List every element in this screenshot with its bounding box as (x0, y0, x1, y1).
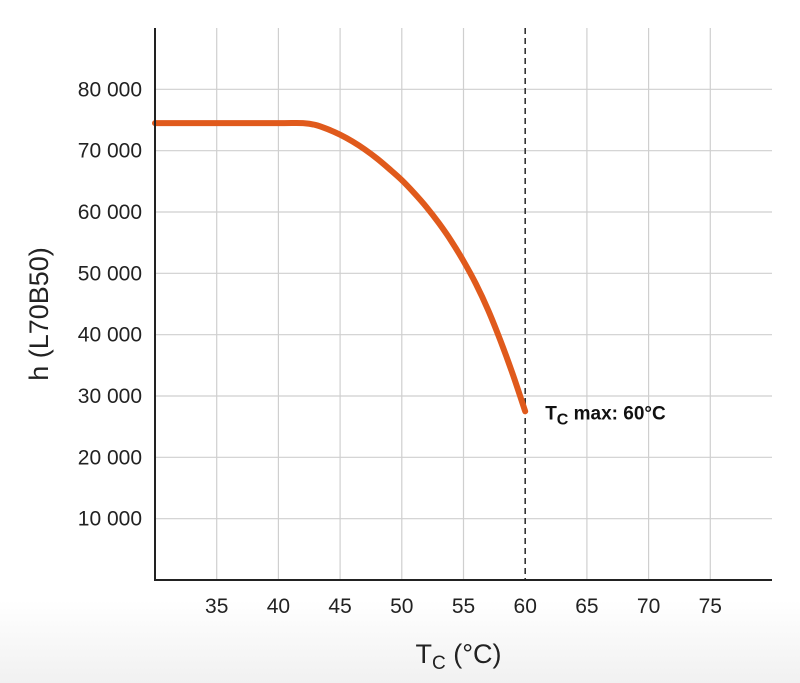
x-tick-label-60: 60 (514, 595, 537, 618)
y-tick-label-40000: 40 000 (78, 324, 142, 347)
x-axis-label-unit: (°C) (446, 639, 502, 669)
lifetime-curve (152, 119, 529, 415)
x-tick-label-65: 65 (575, 595, 598, 618)
y-tick-label-80000: 80 000 (78, 78, 142, 101)
y-tick-label-50000: 50 000 (78, 262, 142, 285)
y-tick-label-20000: 20 000 (78, 446, 142, 469)
axes (154, 28, 772, 581)
y-tick-label-60000: 60 000 (78, 201, 142, 224)
y-tick-label-30000: 30 000 (78, 385, 142, 408)
y-axis-label: h (L70B50) (24, 247, 54, 381)
x-axis-label-sub: C (432, 653, 446, 674)
x-tick-label-70: 70 (637, 595, 660, 618)
x-tick-label-55: 55 (452, 595, 475, 618)
annotation-sub: C (557, 411, 569, 428)
x-axis-label: TC (°C) (415, 639, 501, 674)
annotation-rest: max: 60°C (568, 403, 666, 424)
x-axis-label-main: T (415, 639, 432, 669)
grid-lines (155, 28, 772, 580)
x-tick-label-35: 35 (205, 595, 228, 618)
x-tick-label-75: 75 (699, 595, 722, 618)
x-tick-label-40: 40 (267, 595, 290, 618)
x-tick-label-50: 50 (390, 595, 413, 618)
x-tick-label-45: 45 (328, 595, 351, 618)
annotation-main: T (545, 403, 557, 424)
tick-labels: 35 40 45 50 55 60 65 70 75 10 000 20 000 30 000 40 0… (78, 78, 722, 618)
y-tick-label-70000: 70 000 (78, 140, 142, 163)
tc-max-annotation: TC max: 60°C (545, 403, 666, 428)
y-tick-label-10000: 10 000 (78, 508, 142, 531)
